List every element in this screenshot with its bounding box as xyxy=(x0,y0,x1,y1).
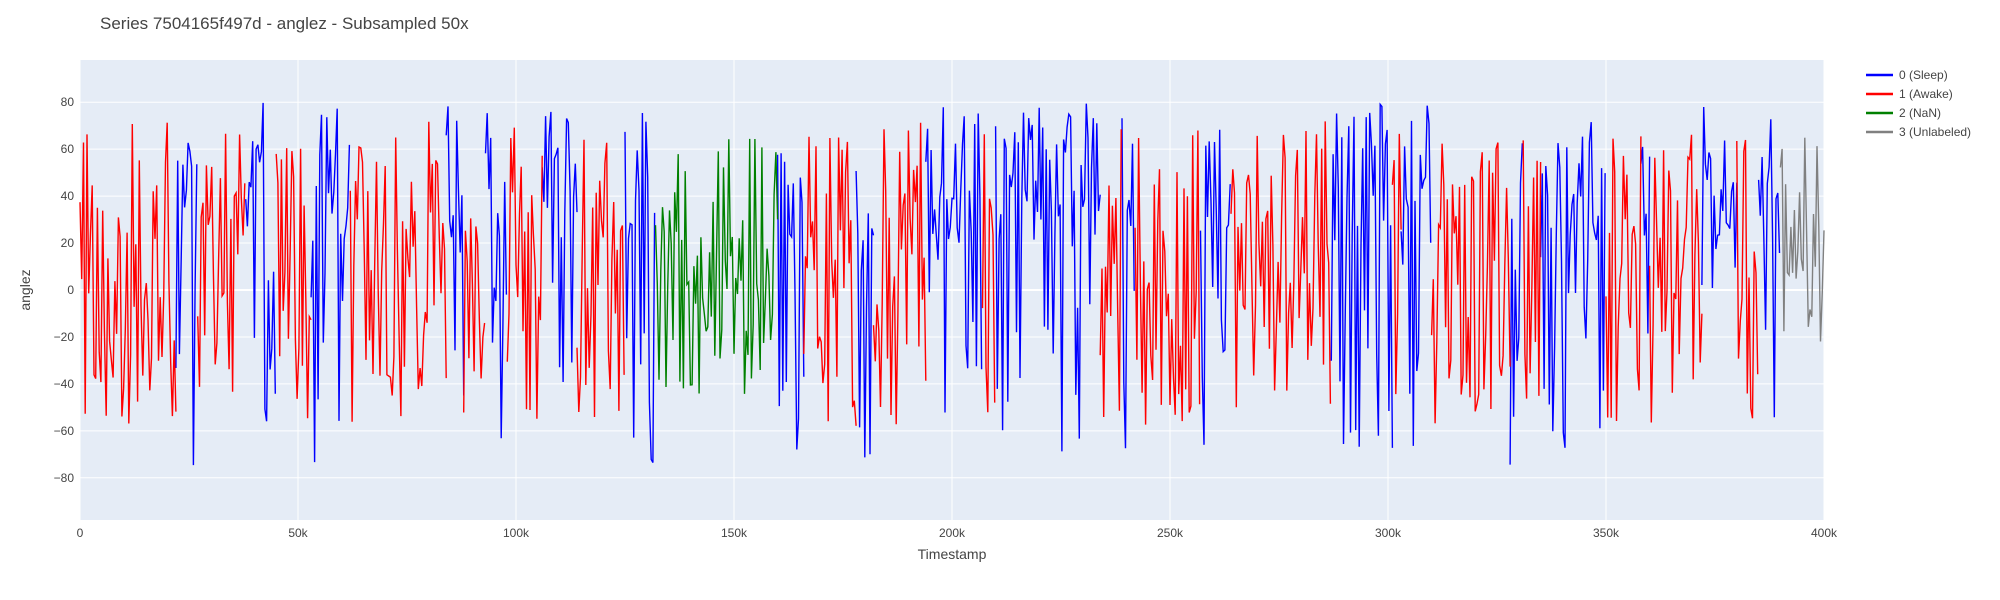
series-line-segment xyxy=(463,218,486,413)
chart-title: Series 7504165f497d - anglez - Subsample… xyxy=(100,14,469,33)
series-line-segment xyxy=(776,153,805,450)
series-line-segment xyxy=(275,148,312,419)
series-line-segment xyxy=(1330,102,1394,448)
series-line-segment xyxy=(1400,105,1432,446)
series-line-segment xyxy=(1736,139,1759,419)
y-tick-label: −80 xyxy=(54,471,75,485)
y-axis-title: anglez xyxy=(17,269,33,310)
y-tick-label: 80 xyxy=(61,95,75,109)
series-line-segment xyxy=(541,111,578,383)
series-line-segment xyxy=(1099,129,1122,418)
series-line-segment xyxy=(484,113,508,439)
series-layer xyxy=(79,102,1825,466)
x-tick-label: 100k xyxy=(503,526,530,540)
y-tick-label: −40 xyxy=(54,377,75,391)
series-line-segment xyxy=(1509,143,1523,465)
series-line-segment xyxy=(310,108,351,463)
series-line-segment xyxy=(1539,122,1606,448)
series-line-segment xyxy=(1121,118,1135,449)
y-tick-label: −60 xyxy=(54,424,75,438)
series-line-segment xyxy=(1391,133,1402,395)
series-line-segment xyxy=(981,134,996,413)
series-line-segment xyxy=(872,122,927,425)
y-axis-ticks: −80 −60 −40 −20 0 20 40 60 80 xyxy=(54,95,75,485)
series-line-segment xyxy=(654,138,779,394)
series-line-segment xyxy=(803,136,857,426)
y-tick-label: 40 xyxy=(61,189,75,203)
legend-label: 3 (Unlabeled) xyxy=(1899,125,1971,139)
series-line-segment xyxy=(1522,140,1542,399)
series-line-segment xyxy=(1701,106,1738,289)
grid-lines xyxy=(79,60,1825,520)
legend-item[interactable]: 1 (Awake) xyxy=(1866,87,1953,101)
x-tick-label: 150k xyxy=(721,526,748,540)
legend[interactable]: 0 (Sleep) 1 (Awake) 2 (NaN) 3 (Unlabeled) xyxy=(1866,68,1971,139)
series-line-segment xyxy=(175,142,198,466)
legend-label: 0 (Sleep) xyxy=(1899,68,1948,82)
y-tick-label: −20 xyxy=(54,330,75,344)
x-tick-label: 250k xyxy=(1157,526,1184,540)
series-line-segment xyxy=(349,121,447,422)
series-line-segment xyxy=(79,122,177,424)
x-tick-label: 350k xyxy=(1593,526,1620,540)
legend-item[interactable]: 0 (Sleep) xyxy=(1866,68,1948,82)
series-line-segment xyxy=(445,106,465,396)
x-tick-label: 400k xyxy=(1811,526,1838,540)
legend-label: 1 (Awake) xyxy=(1899,87,1953,101)
x-axis-title: Timestamp xyxy=(918,546,987,562)
x-tick-label: 50k xyxy=(288,526,308,540)
y-tick-label: 60 xyxy=(61,142,75,156)
series-line-segment xyxy=(197,133,246,392)
x-tick-label: 200k xyxy=(939,526,966,540)
series-line-segment xyxy=(1430,142,1511,424)
x-tick-label: 0 xyxy=(77,526,84,540)
series-line-segment xyxy=(1779,137,1825,342)
series-line-segment xyxy=(1230,121,1332,408)
x-axis-ticks: 0 50k 100k 150k 200k 250k 300k 350k 400k xyxy=(77,526,1838,540)
series-line-segment xyxy=(925,107,983,413)
series-line-segment xyxy=(1648,134,1703,423)
series-line-segment xyxy=(1199,129,1231,445)
legend-item[interactable]: 2 (NaN) xyxy=(1866,106,1941,120)
series-3 xyxy=(1779,137,1825,342)
series-line-segment xyxy=(1605,136,1642,422)
series-line-segment xyxy=(1134,130,1201,425)
series-line-segment xyxy=(1757,119,1781,418)
y-tick-label: 20 xyxy=(61,236,75,250)
series-2 xyxy=(654,138,779,394)
series-0 xyxy=(175,102,1781,466)
series-line-segment xyxy=(576,139,625,418)
legend-label: 2 (NaN) xyxy=(1899,106,1941,120)
series-line-segment xyxy=(1640,146,1651,334)
series-line-segment xyxy=(245,102,276,422)
y-tick-label: 0 xyxy=(67,283,74,297)
series-1 xyxy=(79,121,1759,426)
series-line-segment xyxy=(506,127,543,419)
x-tick-label: 300k xyxy=(1375,526,1402,540)
legend-item[interactable]: 3 (Unlabeled) xyxy=(1866,125,1971,139)
series-line-segment xyxy=(855,170,875,458)
series-line-segment xyxy=(994,103,1101,452)
series-line-segment xyxy=(624,112,656,463)
